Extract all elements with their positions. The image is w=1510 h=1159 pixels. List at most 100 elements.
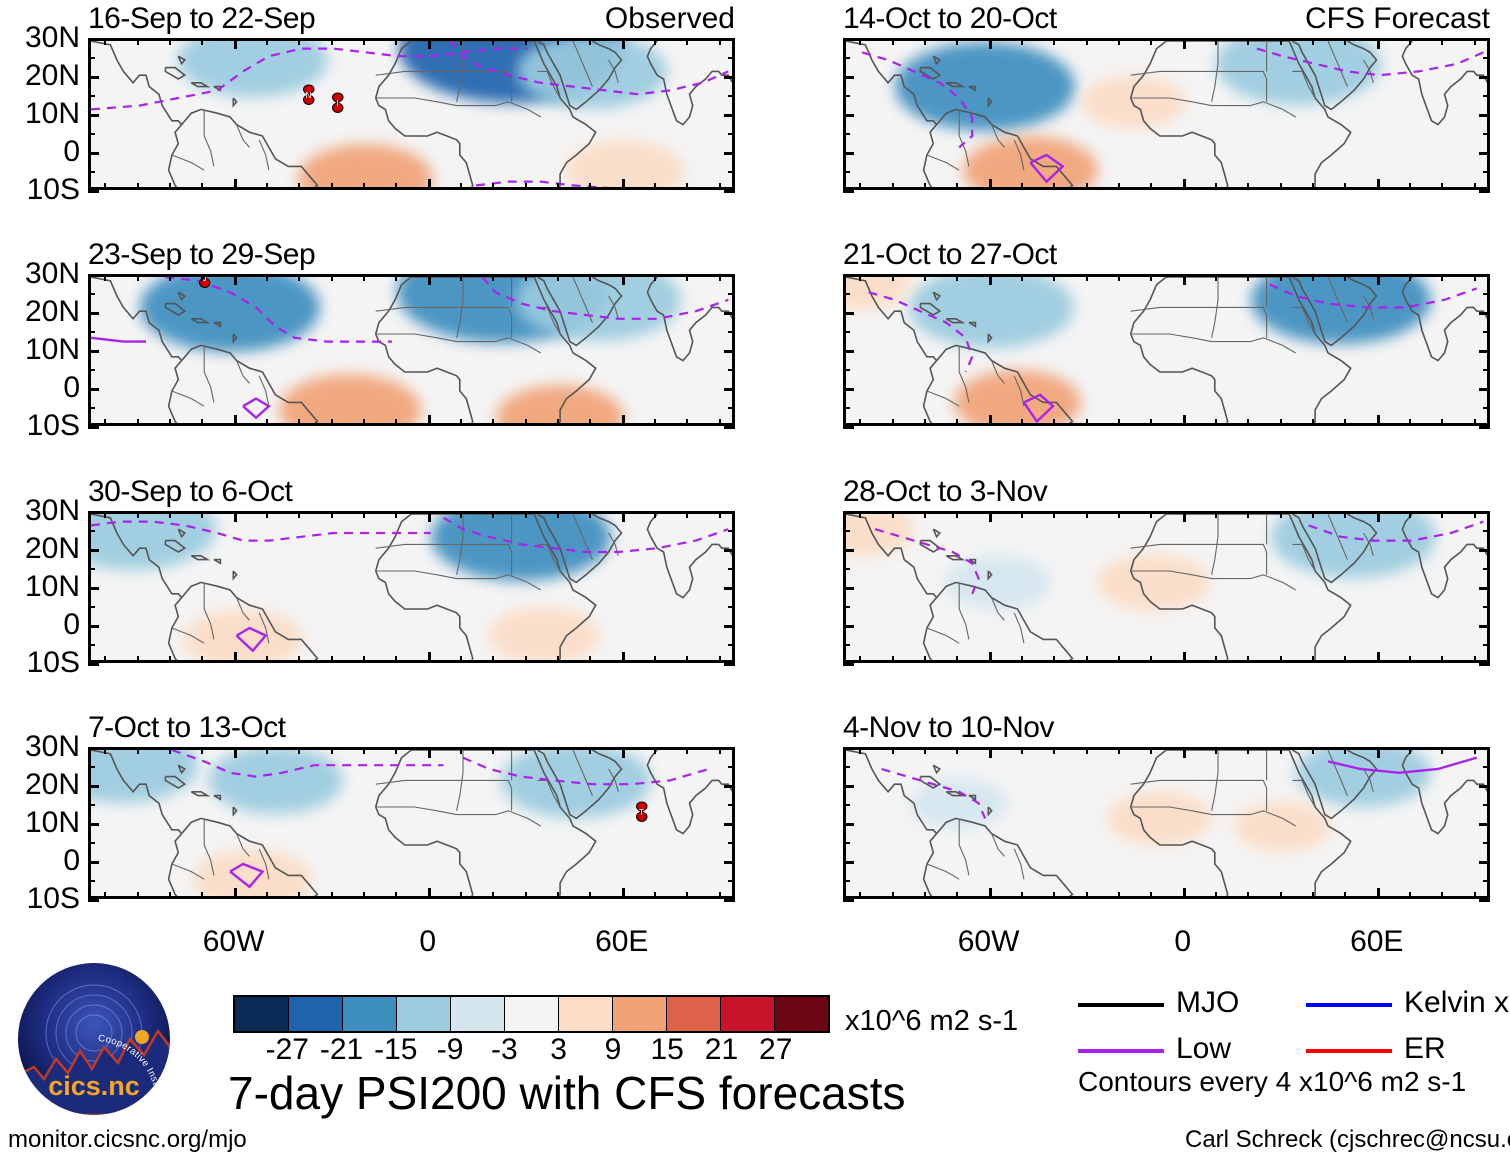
x-axis-tick xyxy=(1247,38,1250,45)
y-axis-tick xyxy=(88,568,95,570)
tropical-cyclone-marker: I xyxy=(328,91,347,114)
x-axis-tick xyxy=(1247,511,1250,518)
x-axis-tick xyxy=(1215,183,1218,190)
coastline xyxy=(968,558,977,565)
x-axis-tick xyxy=(1053,892,1056,899)
coastline xyxy=(935,108,1074,187)
x-axis-tick xyxy=(1053,656,1056,663)
coastline xyxy=(1291,514,1378,584)
x-axis-tick xyxy=(1247,747,1250,754)
colorbar-tick-label: 3 xyxy=(550,1033,567,1066)
y-axis-tick xyxy=(724,152,735,155)
x-axis-tick xyxy=(654,747,657,754)
y-axis-tick xyxy=(1479,114,1490,117)
x-axis-tick xyxy=(1473,183,1476,190)
y-axis-tick xyxy=(1483,606,1490,608)
y-axis-tick xyxy=(1479,388,1490,391)
country-border xyxy=(375,543,513,575)
x-axis-tick xyxy=(201,38,204,45)
x-axis-tick xyxy=(233,179,237,190)
colorbar-swatch xyxy=(397,997,451,1031)
y-axis-tick-label: 10N xyxy=(24,806,80,839)
x-axis-tick xyxy=(923,183,926,190)
country-border xyxy=(608,59,619,83)
anomaly-blob xyxy=(140,277,321,352)
y-axis-tick xyxy=(88,331,95,333)
country-border xyxy=(456,277,464,338)
y-axis-tick xyxy=(88,57,95,59)
y-axis-tick xyxy=(843,190,854,193)
y-axis-tick xyxy=(88,899,99,902)
coastline xyxy=(919,302,942,316)
y-axis-tick xyxy=(728,407,735,409)
x-axis-tick xyxy=(524,656,527,663)
y-axis-tick xyxy=(88,114,99,117)
y-axis-tick xyxy=(1479,861,1490,864)
x-axis-tick-label: 0 xyxy=(1174,925,1192,958)
y-axis-tick-label: 10S xyxy=(26,409,80,442)
coastlines-obs-1 xyxy=(91,41,732,187)
x-axis-tick xyxy=(1020,892,1023,899)
y-axis-tick xyxy=(724,114,735,117)
y-axis-tick xyxy=(843,644,850,646)
low-contour xyxy=(443,516,729,554)
y-axis-tick xyxy=(843,407,850,409)
x-axis-tick xyxy=(1441,511,1444,518)
x-axis-tick xyxy=(686,38,689,45)
country-border xyxy=(1130,806,1296,827)
x-axis-tick xyxy=(233,274,237,285)
logo-artwork: cics.nc Cooperative Institute for Climat… xyxy=(18,963,170,1115)
tropical-cyclone-marker: N xyxy=(299,83,318,106)
coastline xyxy=(932,528,942,539)
x-axis-tick xyxy=(460,747,463,754)
colorbar-swatch xyxy=(721,997,775,1031)
x-axis-tick xyxy=(330,183,333,190)
x-axis-tick-label: 0 xyxy=(419,925,437,958)
x-axis-tick xyxy=(104,747,107,754)
y-axis-tick xyxy=(1479,152,1490,155)
coastline xyxy=(374,333,474,423)
x-axis-tick xyxy=(557,656,560,663)
y-axis-tick xyxy=(843,823,854,826)
x-axis-tick xyxy=(460,419,463,426)
coastline xyxy=(646,514,658,538)
legend: MJO Kelvin x2 Low ER xyxy=(1078,988,1510,1100)
x-axis-tick xyxy=(589,419,592,426)
x-axis-tick xyxy=(686,747,689,754)
y-axis-tick-label: 20N xyxy=(24,295,80,328)
coastline xyxy=(1129,41,1352,187)
x-axis-tick xyxy=(1344,274,1347,281)
x-axis-tick xyxy=(956,656,959,663)
country-border xyxy=(991,597,1005,621)
x-axis-tick xyxy=(136,656,139,663)
coastline xyxy=(177,764,187,775)
x-axis-tick xyxy=(1247,274,1250,281)
coastline xyxy=(164,302,187,316)
y-axis-tick xyxy=(88,293,95,295)
coastline xyxy=(213,321,222,328)
y-axis-tick xyxy=(843,293,850,295)
coastline xyxy=(935,344,1074,423)
x-axis-tick xyxy=(1473,656,1476,663)
coastline xyxy=(1401,41,1413,65)
coastline xyxy=(177,528,187,539)
x-axis-tick xyxy=(1215,892,1218,899)
colorbar-swatch xyxy=(235,997,289,1031)
y-axis-tick xyxy=(728,171,735,173)
y-axis-tick xyxy=(728,766,735,768)
x-axis-tick xyxy=(1279,656,1282,663)
x-axis-tick xyxy=(1473,274,1476,281)
x-axis-tick xyxy=(654,183,657,190)
legend-line-swatch xyxy=(1078,1003,1164,1007)
y-axis-tick xyxy=(843,114,854,117)
coastline xyxy=(935,581,1074,660)
x-axis-tick xyxy=(201,511,204,518)
x-axis-tick xyxy=(557,419,560,426)
x-axis-tick xyxy=(1312,511,1315,518)
x-axis-tick xyxy=(168,183,171,190)
country-border xyxy=(171,863,205,880)
x-axis-tick xyxy=(1473,511,1476,518)
country-border xyxy=(258,848,270,880)
y-axis-tick xyxy=(1483,842,1490,844)
x-axis-tick xyxy=(621,179,625,190)
